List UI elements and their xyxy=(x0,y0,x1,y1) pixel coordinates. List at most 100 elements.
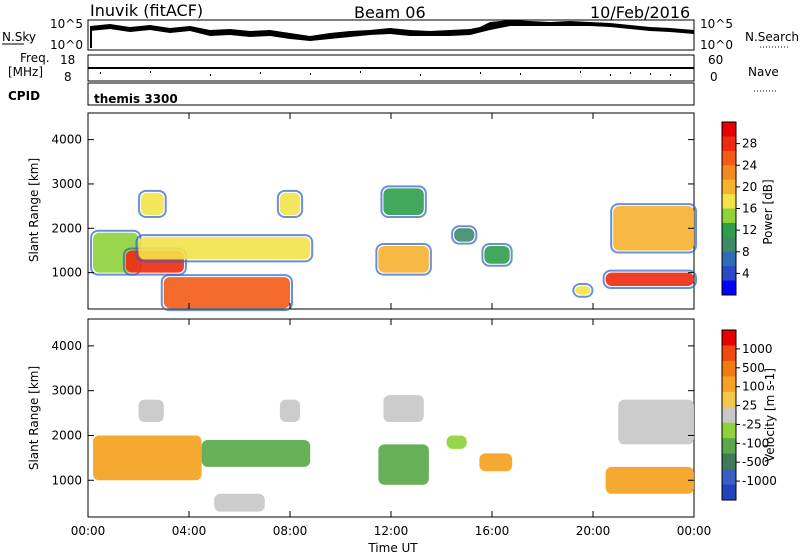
freq-left-tick-top: 18 xyxy=(60,53,75,67)
power-echo-region xyxy=(383,188,424,215)
x-tick-label: 08:00 xyxy=(273,524,308,538)
power-colorbar-swatch xyxy=(722,251,736,267)
freq-label-line2: [MHz] xyxy=(8,65,43,79)
velocity-colorbar-swatch xyxy=(722,376,736,393)
nave-label: Nave xyxy=(748,65,779,79)
velocity-y-axis: 4000 3000 2000 1000 xyxy=(51,339,694,487)
power-colorbar-swatch xyxy=(722,194,736,209)
velocity-echo-region xyxy=(378,444,429,485)
power-echo-edge xyxy=(572,282,594,298)
time-x-axis: 00:00 04:00 08:00 12:00 16:00 20:00 00:00 xyxy=(71,113,712,538)
velocity-colorbar-swatch xyxy=(722,469,736,486)
velocity-colorbar-swatch xyxy=(722,391,736,408)
power-colorbar-tick-label: 12 xyxy=(742,223,757,237)
power-colorbar-swatch xyxy=(722,266,736,282)
velocity-colorbar-frame xyxy=(721,329,737,501)
power-colorbar-swatch xyxy=(722,150,736,166)
velocity-colorbar-swatch xyxy=(722,360,736,377)
velocity-colorbar-tick-label: -1000 xyxy=(742,474,777,488)
velocity-colorbar-label: Velocity [m s-1] xyxy=(763,368,777,462)
power-echo-edge xyxy=(135,234,314,263)
noise-right-label: N.Search xyxy=(745,30,799,44)
noise-left-label: N.Sky xyxy=(2,30,36,44)
power-echo-region xyxy=(378,246,429,273)
x-tick-label: 20:00 xyxy=(576,524,611,538)
velocity-y-tick-label: 3000 xyxy=(51,384,82,398)
velocity-colorbar-swatch xyxy=(722,407,736,424)
power-echo-edge xyxy=(602,269,697,289)
power-y-tick-label: 4000 xyxy=(51,133,82,147)
power-colorbar-tick-label: 20 xyxy=(742,180,757,194)
velocity-colorbar-swatch xyxy=(722,345,736,362)
power-colorbar-swatch xyxy=(722,222,736,238)
power-marks xyxy=(90,185,698,312)
noise-left-tick-top: 10^5 xyxy=(50,17,83,31)
power-colorbar-swatch xyxy=(722,237,736,253)
power-echo-region xyxy=(138,237,311,260)
velocity-colorbar-tick-label: -500 xyxy=(742,455,769,469)
x-tick-label: 00:00 xyxy=(677,524,712,538)
power-colorbar-swatch xyxy=(722,136,736,152)
power-colorbar-swatch xyxy=(722,280,736,296)
velocity-colorbar-tick-label: -100 xyxy=(742,436,769,450)
cpid-label: CPID xyxy=(8,89,40,103)
power-colorbar-tick-label: 8 xyxy=(742,245,750,259)
velocity-y-tick-label: 2000 xyxy=(51,428,82,442)
velocity-colorbar-tick-label: 1000 xyxy=(742,342,773,356)
velocity-echo-region xyxy=(446,435,467,449)
velocity-echo-region xyxy=(138,399,164,423)
power-colorbar-swatch xyxy=(722,179,736,195)
velocity-colorbar-tick-label: 100 xyxy=(742,380,765,394)
velocity-echo-region xyxy=(279,399,301,423)
power-echo-region xyxy=(163,277,290,309)
velocity-y-tick-label: 1000 xyxy=(51,473,82,487)
power-colorbar-tick-label: 4 xyxy=(742,266,750,280)
x-tick-label: 12:00 xyxy=(374,524,409,538)
velocity-panel: 4000 3000 2000 1000 Slant Range [km] xyxy=(27,318,695,518)
x-tick-label: 00:00 xyxy=(71,524,106,538)
power-echo-region xyxy=(484,246,510,264)
velocity-colorbar-tick-label: -25 xyxy=(742,417,762,431)
frequency-panel: Freq. [MHz] 18 8 60 0 Nave xyxy=(8,51,779,92)
power-echo-edge xyxy=(380,185,427,218)
power-echo-edge xyxy=(610,203,698,254)
velocity-colorbar-tick-label: 500 xyxy=(742,361,765,375)
power-y-axis: 4000 3000 2000 1000 xyxy=(51,133,694,280)
power-echo-region xyxy=(141,192,164,215)
power-echo-region xyxy=(605,272,694,286)
power-echo-region xyxy=(575,285,591,295)
velocity-echo-region xyxy=(201,439,311,467)
power-colorbar-label: Power [dB] xyxy=(761,179,775,244)
date-title: 10/Feb/2016 xyxy=(590,3,690,22)
x-tick-label: 16:00 xyxy=(475,524,510,538)
power-y-tick-label: 3000 xyxy=(51,177,82,191)
power-colorbar-swatch xyxy=(722,165,736,181)
velocity-echo-region xyxy=(383,395,424,423)
power-colorbar-tick-label: 28 xyxy=(742,137,757,151)
time-xlabel: Time UT xyxy=(367,541,418,554)
station-title: Inuvik (fitACF) xyxy=(90,1,203,20)
velocity-colorbar-swatch xyxy=(722,484,736,501)
power-echo-region xyxy=(279,192,301,215)
power-y-tick-label: 2000 xyxy=(51,221,82,235)
power-ylabel: Slant Range [km] xyxy=(27,158,41,262)
velocity-marks xyxy=(93,395,694,512)
noise-left-tick-bottom: 10^0 xyxy=(50,38,83,52)
power-colorbar-tick-label: 24 xyxy=(742,158,757,172)
velocity-colorbar-swatch xyxy=(722,453,736,470)
velocity-echo-region xyxy=(618,399,694,445)
cpid-panel: CPID themis 3300 xyxy=(8,82,695,106)
velocity-colorbar-swatch xyxy=(722,330,736,346)
velocity-colorbar: 1000 500 100 25 -25 -100 -500 -1000 xyxy=(721,329,777,501)
power-colorbar-tick-label: 16 xyxy=(742,202,757,216)
freq-right-tick-bottom: 0 xyxy=(710,70,718,84)
velocity-colorbar-swatch xyxy=(722,438,736,455)
power-echo-edge xyxy=(375,243,432,276)
velocity-y-tick-label: 4000 xyxy=(51,339,82,353)
power-echo-edge xyxy=(481,243,513,267)
power-colorbar: 28 24 20 16 12 8 4 xyxy=(721,121,757,296)
power-echo-edge xyxy=(276,189,304,218)
beam-title: Beam 06 xyxy=(354,3,426,22)
velocity-colorbar-swatch xyxy=(722,422,736,439)
